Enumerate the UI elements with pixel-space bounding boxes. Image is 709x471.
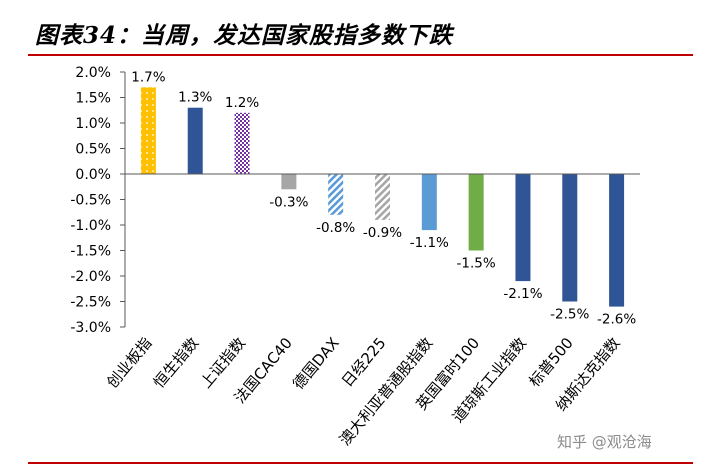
bar [421, 174, 437, 231]
watermark: 知乎 @观沧海 [557, 433, 652, 451]
y-axis: 2.0% 1.5% 1.0% 0.5% 0.0% -0.5% -1.0% -1.5% -2.0%… [70, 65, 126, 336]
y-tick-label: -1.0% [70, 218, 111, 234]
y-tick-label: -0.5% [70, 193, 111, 209]
y-tick-label: -3.0% [70, 320, 111, 336]
page-title: 图表34：当周，发达国家股指多数下跌 [35, 22, 454, 49]
y-tick-label: 1.5% [75, 91, 111, 107]
bar [515, 174, 531, 282]
data-label: 1.7% [131, 69, 165, 85]
y-tick-label: 0.0% [75, 167, 111, 183]
bars [140, 87, 625, 307]
y-tick-label: 2.0% [75, 65, 111, 81]
y-tick-label: -2.0% [70, 269, 111, 285]
y-tick-label: 0.5% [75, 142, 111, 158]
bar [187, 107, 203, 174]
data-label: -1.5% [457, 256, 496, 272]
data-label: 1.3% [178, 90, 212, 106]
bar [468, 174, 484, 251]
y-tick-label: -1.5% [70, 244, 111, 260]
bar [328, 174, 344, 215]
x-tick-label: 德国DAX [289, 334, 343, 393]
y-tick-label: 1.0% [75, 116, 111, 132]
bar [281, 174, 297, 190]
data-label: -0.3% [269, 194, 308, 210]
y-tick-label: -2.5% [70, 295, 111, 311]
bar [562, 174, 578, 302]
bar [140, 87, 156, 174]
bar [375, 174, 390, 220]
data-label: 1.2% [225, 95, 259, 111]
x-tick-label: 恒生指数 [150, 334, 202, 392]
bar [234, 112, 250, 174]
title-rule [28, 54, 693, 56]
data-label: -0.8% [316, 220, 355, 236]
x-tick-label: 创业板指 [103, 334, 155, 392]
data-label: -0.9% [363, 225, 402, 241]
data-label: -2.6% [597, 312, 636, 328]
bottom-rule [28, 462, 693, 464]
data-label: -2.1% [503, 286, 542, 302]
data-label: -1.1% [410, 235, 449, 251]
data-label: -2.5% [550, 307, 589, 323]
bar [609, 174, 625, 307]
data-labels: 1.7% 1.3% 1.2% -0.3% -0.8% -0.9% -1.1% -1.5% -2.… [131, 69, 636, 327]
